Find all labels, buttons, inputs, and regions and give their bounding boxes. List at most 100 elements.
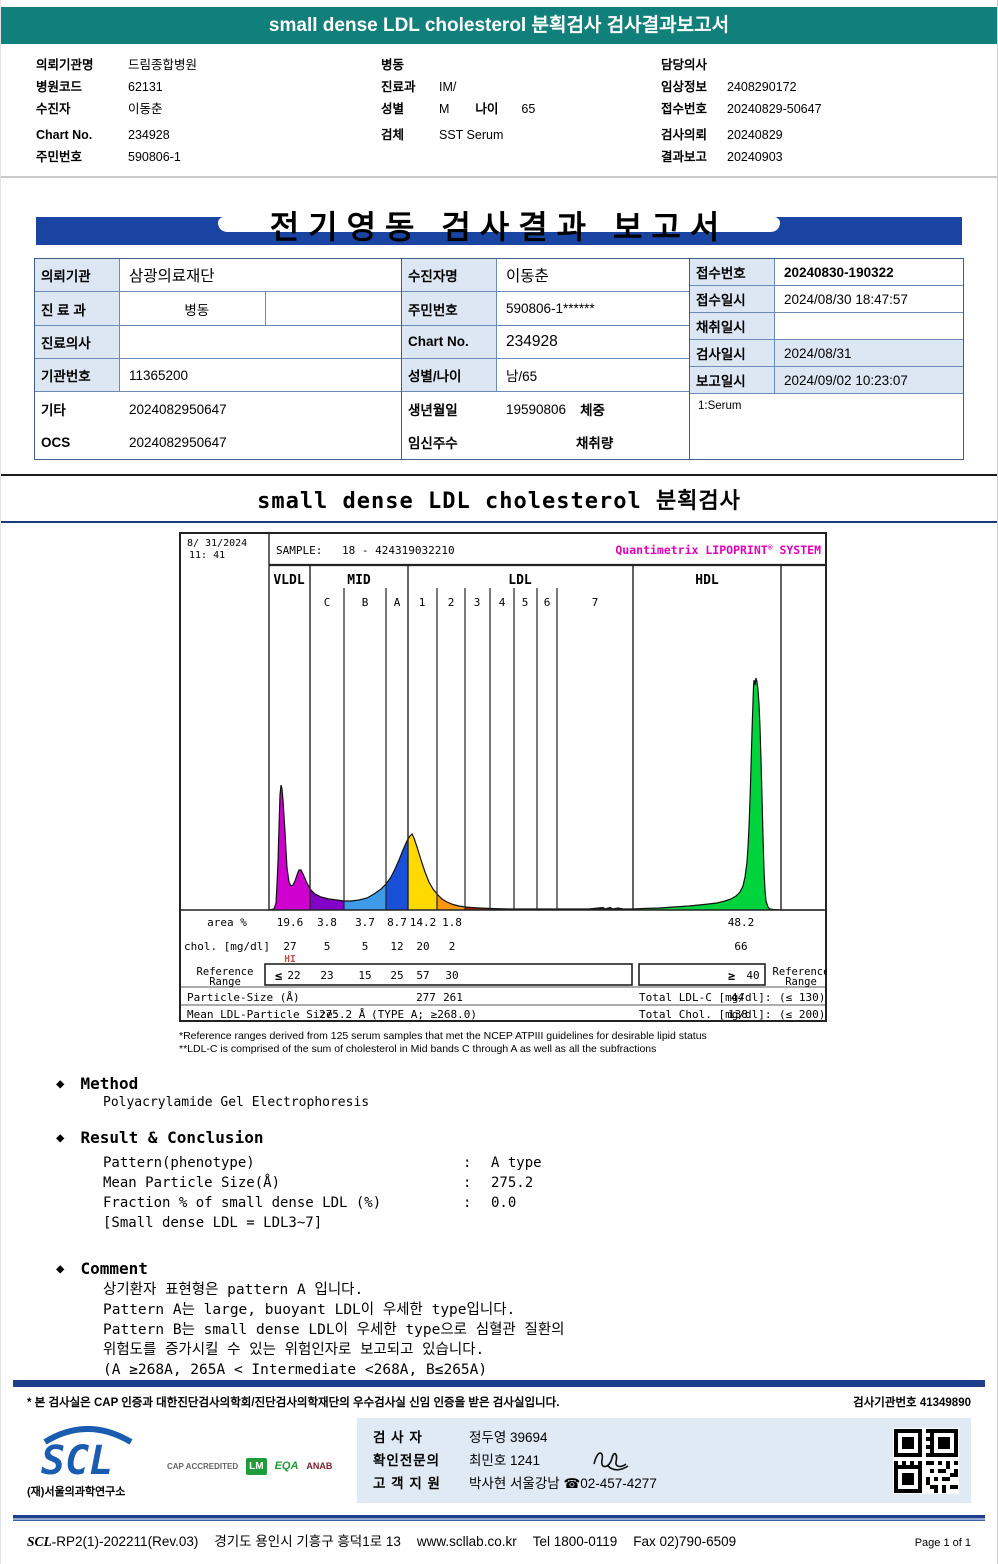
info-value: 234928 — [128, 128, 170, 142]
hi-flag: HI — [284, 954, 295, 965]
footer-spacer — [1, 1550, 997, 1564]
svg-text:7: 7 — [592, 596, 599, 609]
certification-badges: CAP ACCREDITED LM EQA ANAB — [167, 1458, 332, 1475]
svg-text:15: 15 — [358, 969, 371, 982]
svg-text:20: 20 — [416, 940, 429, 953]
footer-accent-bar — [13, 1380, 985, 1387]
report-title-bar: small dense LDL cholesterol 분획검사 검사결과보고서 — [1, 7, 997, 44]
doc-code: SCL-RP2(1)-202211(Rev.03) — [27, 1534, 199, 1549]
svg-text:A: A — [394, 596, 401, 609]
eqa-badge: EQA — [274, 1460, 299, 1472]
cell-sublabel: 체중 — [580, 403, 605, 419]
lm-badge: LM — [246, 1458, 267, 1475]
lab-address: 경기도 용인시 기흥구 흥덕1로 13 — [214, 1534, 401, 1549]
cell-label: 접수일시 — [690, 286, 775, 312]
svg-text:Total Chol. [mg/dl]:: Total Chol. [mg/dl]: — [639, 1008, 771, 1021]
svg-text:1: 1 — [419, 596, 426, 609]
order-table-left: 의뢰기관 삼광의료재단 진 료 과 병동 진료의사 기관번호 11365200 기타 2… — [35, 259, 402, 459]
page-indicator: Page 1 of 1 — [914, 1537, 971, 1549]
table-row: 진 료 과 병동 — [35, 292, 402, 326]
table-row: 주민번호 590806-1****** — [402, 292, 689, 326]
info-value: 20240903 — [727, 150, 783, 164]
group-label-ldl: LDL — [508, 573, 532, 588]
svg-text:Total LDL-C [mg/dl]:: Total LDL-C [mg/dl]: — [639, 991, 771, 1004]
comment-line: 상기환자 표현형은 pattern A 입니다. — [103, 1282, 364, 1298]
divider-line — [1, 521, 997, 523]
chart-chol-row: chol. [mg/dl] 27 5 5 12 20 2 66 HI — [184, 940, 748, 965]
patient-info-header: 의뢰기관명 드림종합병원 병원코드 62131 수진자 이동춘 Chart No. 23… — [1, 44, 997, 178]
group-label-hdl: HDL — [695, 573, 719, 588]
lab-fax: Fax 02)790-6509 — [633, 1534, 737, 1549]
particle-label: Particle-Size (Å) — [187, 991, 300, 1004]
svg-text:8.7: 8.7 — [387, 916, 407, 929]
chol-row-label: chol. [mg/dl] — [184, 940, 270, 953]
cell-label: 의뢰기관 — [35, 259, 120, 292]
svg-text:66: 66 — [734, 940, 747, 953]
cell-value: 19590806 체중 — [497, 392, 689, 425]
table-row: 기타 2024082950647 — [35, 392, 401, 425]
lab-website: www.scllab.co.kr — [416, 1534, 517, 1549]
table-row: 접수일시 2024/08/30 18:47:57 — [690, 286, 963, 313]
signature-icon — [593, 1452, 629, 1471]
lab-number: 검사기관번호 41349890 — [853, 1397, 971, 1409]
chart-datetime: 8/ 31/2024 11: 41 — [187, 538, 247, 561]
chart-time: 11: 41 — [189, 550, 225, 561]
cell-empty — [266, 292, 402, 324]
cell-label: Chart No. — [402, 325, 497, 359]
cell-value: 2024/09/02 10:23:07 — [775, 367, 963, 393]
cell-value: 병동 — [120, 292, 266, 325]
scl-logo: SCL — [41, 1426, 133, 1484]
chart-mean-row: Mean LDL-Particle Size: 275.2 Å (TYPE A;… — [187, 1008, 825, 1021]
svg-text:3.8: 3.8 — [317, 916, 337, 929]
result-row: Pattern(phenotype): A type — [103, 1155, 542, 1171]
sample-label: SAMPLE: — [276, 544, 322, 557]
group-label-vldl: VLDL — [273, 573, 304, 588]
chart-particle-row: Particle-Size (Å) 277 261 Total LDL-C [m… — [187, 991, 825, 1004]
staff-row-examiner: 검 사 자 정두영 39694 — [373, 1430, 548, 1445]
cell-label: 생년월일 — [408, 403, 458, 419]
chart-group-labels: VLDL MID LDL HDL — [273, 573, 719, 588]
banner-title-plate: 전기영동 검사결과 보고서 — [218, 209, 780, 245]
info-label: 주민번호 — [36, 150, 83, 164]
info-value: 드림종합병원 — [128, 58, 198, 72]
cell-label: 채취일시 — [690, 313, 775, 339]
svg-text:1.8: 1.8 — [442, 916, 462, 929]
result-heading: ◆ Result & Conclusion — [56, 1128, 997, 1147]
cap-accredited-badge: CAP ACCREDITED — [167, 1462, 239, 1471]
table-row: 검사일시 2024/08/31 — [690, 340, 963, 367]
lipoprint-chart-svg: 8/ 31/2024 11: 41 SAMPLE: 18 - 424319032… — [179, 532, 829, 1022]
report-footer: * 본 검사실은 CAP 인증과 대한진단검사의학회/진단검사의학재단의 우수검… — [1, 1380, 997, 1564]
cell-value: 234928 — [506, 332, 558, 350]
cell-value — [775, 313, 963, 339]
divider-line — [1, 474, 997, 476]
table-row: Chart No. 234928 — [402, 325, 689, 360]
cell-label: 임신주수 — [408, 436, 458, 452]
table-row: 생년월일 19590806 체중 — [402, 392, 689, 425]
svg-text:2: 2 — [448, 596, 455, 609]
cell-label: 진료의사 — [35, 325, 120, 359]
staff-info-box: 검 사 자 정두영 39694 확인전문의 최민호 1241 고 객 지 원 박사현 … — [357, 1418, 971, 1503]
lipoprint-chart: 8/ 31/2024 11: 41 SAMPLE: 18 - 424319032… — [179, 532, 829, 1056]
info-label: 검사의뢰 — [661, 128, 708, 142]
lipoprint-brand: Quantimetrix LIPOPRINT® SYSTEM — [615, 543, 821, 557]
lab-tel: Tel 1800-0119 — [532, 1534, 618, 1549]
scl-logo-arc — [43, 1426, 133, 1445]
method-title: Method — [80, 1074, 139, 1093]
cell-label: OCS — [41, 434, 71, 450]
svg-text:40: 40 — [746, 969, 759, 982]
info-value: IM/ — [439, 80, 457, 94]
cell-value: 이동춘 — [506, 268, 549, 286]
certification-text: * 본 검사실은 CAP 인증과 대한진단검사의학회/진단검사의학재단의 우수검… — [27, 1397, 560, 1409]
info-label: 검체 — [381, 128, 405, 142]
info-value: 20240829-50647 — [727, 102, 822, 116]
cell-value: 590806-1****** — [506, 301, 595, 317]
chart-gridlines — [179, 532, 827, 1022]
info-label: 수진자 — [36, 102, 71, 116]
chart-date: 8/ 31/2024 — [187, 538, 247, 549]
info-value: 65 — [521, 102, 536, 116]
leq-sign: ≤ — [275, 969, 282, 983]
cell-label: 기관번호 — [35, 359, 120, 392]
banner-title: 전기영동 검사결과 보고서 — [269, 208, 729, 245]
svg-text:57: 57 — [416, 969, 429, 982]
